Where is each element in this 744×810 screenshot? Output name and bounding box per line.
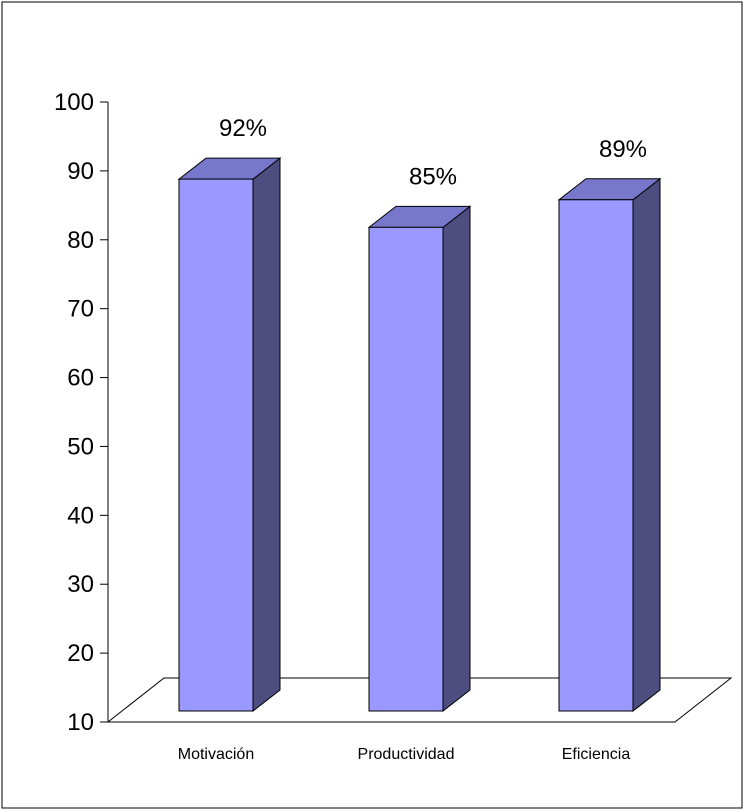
- y-tick-label: 40: [67, 502, 94, 529]
- y-tick-label: 80: [67, 227, 94, 254]
- y-tick-label: 100: [54, 89, 94, 116]
- bar-3: [557, 177, 662, 713]
- bar-side-face: [252, 157, 281, 713]
- bars-layer: [177, 157, 662, 713]
- data-label: 92%: [219, 115, 267, 142]
- bar-front-face: [368, 226, 444, 712]
- bar-side-face: [442, 205, 471, 713]
- category-label: Productividad: [358, 746, 455, 763]
- data-label: 85%: [409, 163, 457, 190]
- bar-1: [177, 157, 282, 713]
- y-tick-label: 20: [67, 640, 94, 667]
- bar-front-face: [558, 199, 634, 712]
- chart-floor: [106, 677, 733, 723]
- bar-side-face: [632, 177, 661, 713]
- y-tick-label: 30: [67, 571, 94, 598]
- bar-front-face: [178, 178, 254, 712]
- y-tick-label: 70: [67, 296, 94, 323]
- y-tick-label: 60: [67, 365, 94, 392]
- bar-2: [367, 205, 472, 713]
- category-label: Motivación: [178, 746, 254, 763]
- y-tick-label: 10: [67, 709, 94, 736]
- labels-layer: 92% Motivación 85% Productividad 89% Eficienc…: [178, 115, 647, 763]
- y-tick-label: 50: [67, 433, 94, 460]
- axis-layer: 10 20 30 40 50 60 70 80 90 100: [54, 89, 733, 736]
- data-label: 89%: [599, 136, 647, 163]
- category-label: Eficiencia: [562, 746, 631, 763]
- y-tick-label: 90: [67, 158, 94, 185]
